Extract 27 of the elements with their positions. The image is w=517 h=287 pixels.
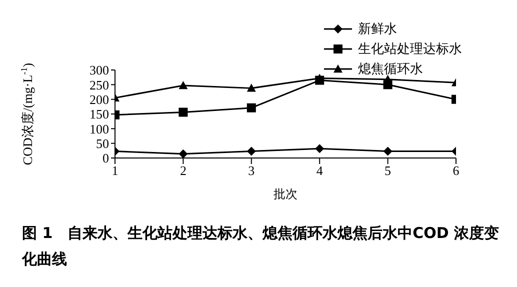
point xyxy=(246,84,256,92)
y-tick-label: 0 xyxy=(102,150,109,166)
point xyxy=(315,144,324,154)
y-tick-label: 250 xyxy=(90,77,109,92)
y-tick-label: 100 xyxy=(90,121,109,136)
point xyxy=(178,149,188,158)
y-tick-label: 200 xyxy=(90,92,109,107)
legend-label: 熄焦循环水 xyxy=(358,60,423,78)
x-tick-label: 2 xyxy=(180,163,186,178)
x-tick-label: 6 xyxy=(452,163,460,178)
point xyxy=(383,74,392,83)
point xyxy=(246,146,256,156)
text: 图 1 自来水、生化站处理达标水、熄焦循环水熄焦后水中COD 浓度变化曲线 xyxy=(22,223,500,270)
x-tick-label: 3 xyxy=(248,163,255,178)
point xyxy=(178,81,188,90)
x-axis-title: 批次 xyxy=(274,187,298,201)
y-tick-label: 50 xyxy=(96,136,109,151)
x-tick-label: 5 xyxy=(384,163,392,178)
x-tick-label: 1 xyxy=(112,163,118,178)
x-tick-label: 4 xyxy=(316,163,324,178)
legend-label: 新鲜水 xyxy=(358,20,397,38)
legend-label: 生化站处理达标水 xyxy=(358,40,462,58)
y-tick-label: 300 xyxy=(90,62,109,78)
y-tick-label: 150 xyxy=(90,106,109,122)
point xyxy=(178,108,188,117)
point xyxy=(246,103,256,112)
point xyxy=(383,146,392,156)
